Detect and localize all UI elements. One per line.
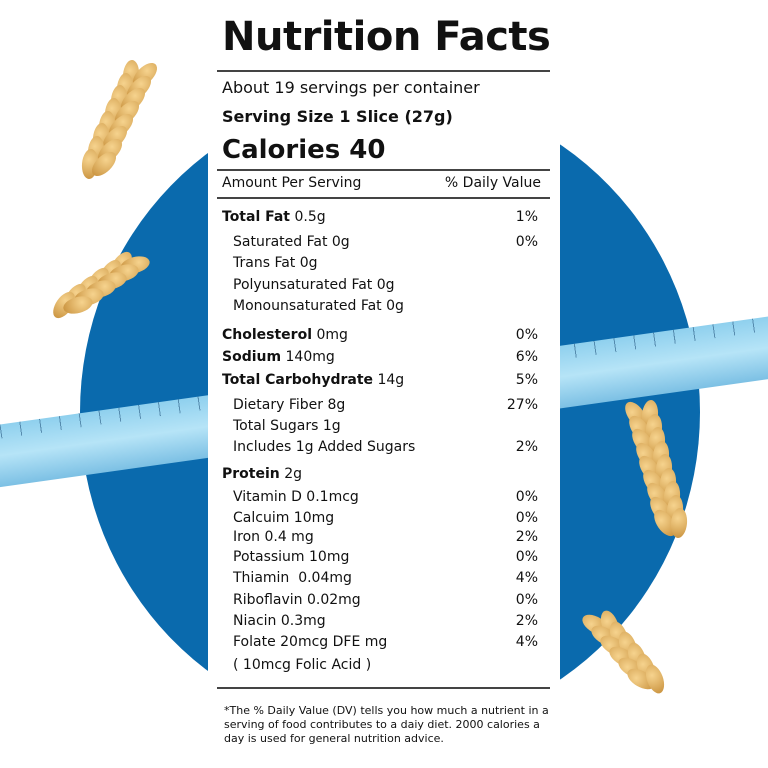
daily-value-percent: 0% (515, 489, 538, 505)
daily-value-header: % Daily Value (444, 175, 541, 191)
nutrient-row: Folate 20mcg DFE mg (233, 634, 387, 650)
daily-value-percent: 2% (515, 439, 538, 455)
nutrient-label: Polyunsaturated Fat 0g (233, 277, 395, 293)
nutrient-label: Includes 1g Added Sugars (233, 439, 416, 455)
wheat-decoration-left (48, 50, 220, 350)
nutrient-amount: 0mg (312, 327, 348, 343)
nutrient-name: Total Fat (222, 209, 291, 225)
nutrient-label: Vitamin D 0.1mcg (233, 489, 359, 505)
calories: Calories 40 (222, 135, 386, 165)
nutrient-label: Folate 20mcg DFE mg (233, 634, 388, 650)
daily-value-percent: 4% (515, 570, 538, 586)
nutrient-label: Trans Fat 0g (233, 255, 318, 271)
daily-value-percent: 0% (515, 592, 538, 608)
divider (217, 687, 550, 689)
nutrient-amount: 140mg (281, 349, 335, 365)
nutrient-row: Dietary Fiber 8g (233, 397, 345, 413)
divider (217, 70, 550, 72)
nutrient-row: Monounsaturated Fat 0g (233, 298, 404, 314)
nutrition-label (208, 0, 560, 768)
daily-value-percent: 0% (515, 510, 538, 526)
nutrient-row: Niacin 0.3mg (233, 613, 326, 629)
nutrient-label: Total Sugars 1g (233, 418, 341, 434)
nutrient-name: Protein (222, 466, 280, 482)
nutrient-label: Iron 0.4 mg (233, 529, 314, 545)
nutrient-row: Sodium 140mg (222, 349, 335, 365)
nutrient-row: Total Fat 0.5g (222, 209, 326, 225)
wheat-grain (642, 661, 668, 696)
nutrient-row: Thiamin 0.04mg (233, 570, 352, 586)
nutrient-row: Cholesterol 0mg (222, 327, 348, 343)
nutrient-row: Total Carbohydrate 14g (222, 372, 404, 388)
nutrient-row: Potassium 10mg (233, 549, 349, 565)
daily-value-percent: 0% (515, 327, 538, 343)
nutrient-label: Saturated Fat 0g (233, 234, 350, 250)
footnote: *The % Daily Value (DV) tells you how mu… (224, 704, 549, 745)
nutrient-row: Total Sugars 1g (233, 418, 341, 434)
daily-value-percent: 6% (515, 349, 538, 365)
nutrient-amount: 2g (279, 466, 302, 482)
nutrient-row: Saturated Fat 0g (233, 234, 350, 250)
nutrient-name: Sodium (222, 349, 282, 365)
nutrient-label: Thiamin 0.04mg (233, 570, 352, 586)
divider (217, 197, 550, 199)
daily-value-percent: 0% (515, 234, 538, 250)
wheat-decoration-right (555, 390, 695, 710)
nutrient-label: Potassium 10mg (233, 549, 350, 565)
divider (217, 169, 550, 171)
nutrient-label: Calcuim 10mg (233, 510, 335, 526)
nutrient-row: ( 10mcg Folic Acid ) (233, 657, 371, 673)
nutrient-row: Vitamin D 0.1mcg (233, 489, 359, 505)
nutrient-label: ( 10mcg Folic Acid ) (233, 657, 372, 673)
nutrient-row: Riboflavin 0.02mg (233, 592, 361, 608)
daily-value-percent: 1% (515, 209, 538, 225)
daily-value-percent: 0% (515, 549, 538, 565)
servings-per-container: About 19 servings per container (222, 78, 480, 97)
daily-value-percent: 4% (515, 634, 538, 650)
nutrient-label: Riboflavin 0.02mg (233, 592, 361, 608)
nutrient-row: Calcuim 10mg (233, 510, 334, 526)
nutrient-row: Trans Fat 0g (233, 255, 318, 271)
daily-value-percent: 2% (515, 613, 538, 629)
nutrient-row: Includes 1g Added Sugars (233, 439, 415, 455)
nutrient-label: Monounsaturated Fat 0g (233, 298, 404, 314)
daily-value-percent: 5% (515, 372, 538, 388)
nutrient-amount: 0.5g (290, 209, 326, 225)
nutrient-row: Polyunsaturated Fat 0g (233, 277, 395, 293)
nutrient-label: Dietary Fiber 8g (233, 397, 346, 413)
daily-value-percent: 27% (506, 397, 538, 413)
serving-size: Serving Size 1 Slice (27g) (222, 107, 453, 126)
nutrient-amount: 14g (373, 372, 405, 388)
nutrient-name: Cholesterol (222, 327, 312, 343)
nutrient-label: Niacin 0.3mg (233, 613, 326, 629)
nutrient-name: Total Carbohydrate (222, 372, 374, 388)
amount-per-serving-header: Amount Per Serving (222, 175, 362, 191)
nutrient-row: Iron 0.4 mg (233, 529, 314, 545)
label-title: Nutrition Facts (222, 14, 551, 60)
daily-value-percent: 2% (515, 529, 538, 545)
nutrient-row: Protein 2g (222, 466, 302, 482)
